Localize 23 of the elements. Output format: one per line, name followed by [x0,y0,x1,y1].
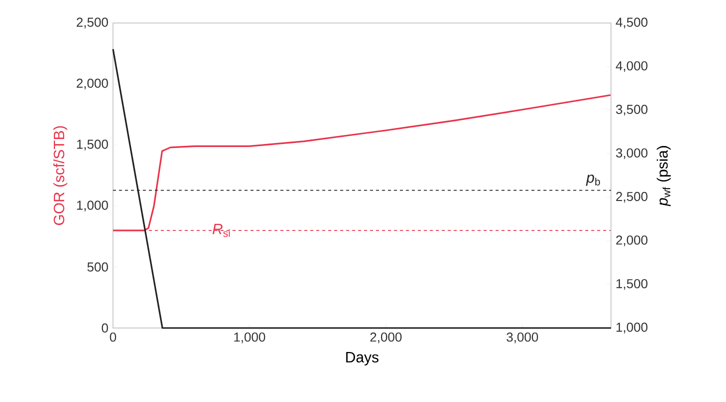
y2-tick-label: 4,500 [616,18,648,28]
ref-line-label: p$_{b}$ [586,174,600,186]
x-axis-title: Days [346,352,378,366]
ref-line-label: R$_{si}$ [212,224,230,237]
y-tick-label: 2,500 [76,18,108,28]
y2-tick-label: 2,000 [616,236,648,246]
y-tick-label: 0 [102,323,108,333]
y-axis-title: GOR (scf/STB) [53,126,68,225]
y2-tick-label: 2,500 [616,192,648,203]
y-tick-label: 1,000 [77,200,108,212]
x-tick-label: 1,000 [234,332,266,344]
y2-tick-label: 3,500 [616,104,648,116]
y2-tick-label: 3,000 [616,148,648,160]
x-tick-label: 0 [110,332,116,342]
y-tick-label: 2,000 [76,78,108,90]
x-tick-label: 2,000 [370,332,402,344]
y-tick-label: 1,500 [77,140,108,150]
y2-tick-label: 1,000 [616,322,648,334]
y2-tick-label: 1,500 [616,279,648,290]
y2-tick-label: 4,000 [616,61,648,72]
x-tick-label: 3,000 [506,332,538,344]
y2-axis-title: p$_{wf}$ (psia) [656,146,671,206]
y-tick-label: 500 [87,262,108,272]
